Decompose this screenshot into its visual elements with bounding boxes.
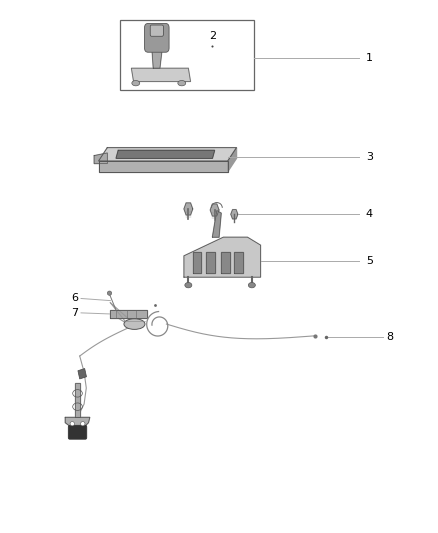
Text: 4: 4	[366, 209, 373, 219]
FancyBboxPatch shape	[145, 23, 169, 52]
Polygon shape	[184, 203, 193, 215]
Text: 8: 8	[386, 332, 393, 342]
Ellipse shape	[248, 282, 255, 288]
Ellipse shape	[124, 319, 145, 329]
Text: 1: 1	[366, 53, 373, 63]
Polygon shape	[110, 310, 147, 318]
Polygon shape	[131, 68, 191, 82]
Polygon shape	[193, 252, 201, 273]
Bar	[78, 368, 86, 379]
Polygon shape	[99, 148, 237, 161]
Polygon shape	[231, 209, 238, 219]
Polygon shape	[212, 211, 221, 237]
Polygon shape	[94, 153, 107, 164]
Polygon shape	[99, 161, 228, 172]
Polygon shape	[75, 383, 80, 417]
Bar	[120, 20, 254, 90]
Ellipse shape	[81, 422, 85, 426]
FancyBboxPatch shape	[68, 425, 87, 439]
Polygon shape	[234, 252, 243, 273]
Ellipse shape	[178, 80, 186, 86]
Ellipse shape	[185, 282, 192, 288]
Polygon shape	[152, 47, 162, 68]
Polygon shape	[228, 148, 237, 172]
Polygon shape	[116, 150, 215, 158]
Polygon shape	[221, 252, 230, 273]
Polygon shape	[184, 237, 261, 277]
Text: 5: 5	[366, 256, 373, 266]
Ellipse shape	[70, 422, 74, 426]
FancyBboxPatch shape	[150, 25, 163, 36]
Text: 7: 7	[71, 308, 78, 318]
Text: 3: 3	[366, 152, 373, 161]
Polygon shape	[206, 252, 215, 273]
Polygon shape	[210, 204, 219, 216]
Ellipse shape	[132, 80, 140, 86]
Text: 6: 6	[71, 294, 78, 303]
Text: 2: 2	[209, 31, 216, 41]
Polygon shape	[65, 417, 90, 427]
Ellipse shape	[107, 291, 112, 295]
